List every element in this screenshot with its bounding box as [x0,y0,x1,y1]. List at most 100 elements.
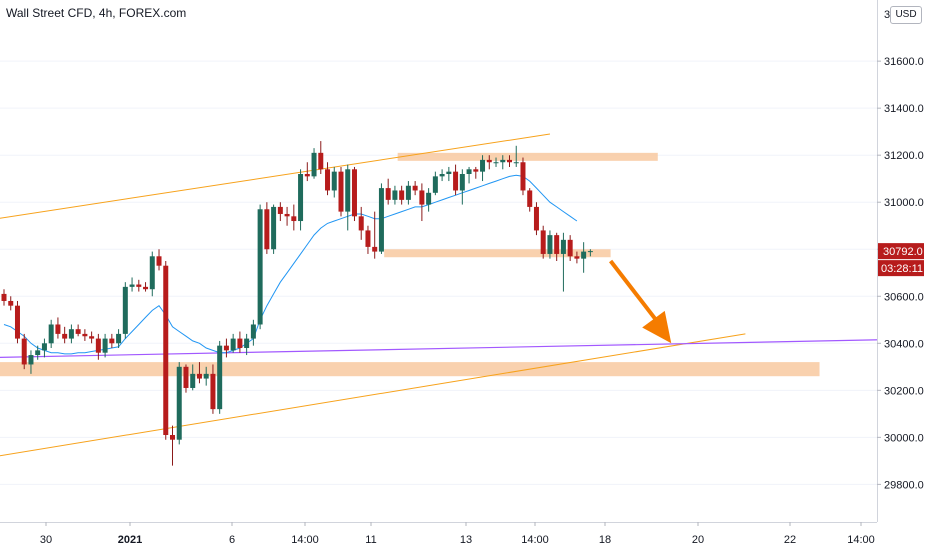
countdown-label: 03:28:11 [881,263,923,275]
plot-area[interactable] [0,0,877,522]
candle-body [82,333,88,337]
countdown-tag[interactable] [878,260,924,277]
candle-body [35,350,41,356]
x-tick-label: 18 [599,534,611,546]
candle-body [587,251,593,253]
candle-body [318,152,324,170]
candle-body [156,256,162,266]
x-tick-label: 11 [365,534,376,546]
candle-body [264,209,270,250]
y-tick-label: 30600.0 [884,291,924,303]
time-axis[interactable] [0,522,932,550]
candle-body [143,286,149,290]
support-resistance-zone [384,249,611,258]
candle-body [547,235,553,254]
candle-body [325,169,331,191]
candle-body [378,188,384,252]
candle-body [385,188,391,200]
candle-body [55,324,61,334]
y-tick-label: 30400.0 [884,338,924,350]
candle-body [14,305,20,339]
trendline-upper-channel [0,133,551,219]
candle-body [399,190,405,200]
candle-body [271,206,277,250]
candle-body [217,345,223,410]
candle-body [102,338,108,353]
x-tick-label: 6 [229,534,235,546]
x-tick-label: 20 [692,534,704,546]
candle-body [520,162,526,191]
candle-body [540,230,546,254]
y-tick-label: 31200.0 [884,150,924,162]
candle-body [331,171,337,191]
candle-body [109,338,115,344]
candle-body [122,286,128,334]
candle-body [466,169,472,174]
y-tick-label: 31600.0 [884,56,924,68]
candle-body [486,159,492,163]
support-resistance-zone [397,152,658,161]
candle-body [560,239,566,254]
y-tick-label: 29800.0 [884,479,924,491]
trendline-purple-line [0,339,881,358]
candle-body [1,293,7,301]
candle-body [230,338,236,351]
y-tick-label: 30000.0 [884,432,924,444]
x-tick-label: 30 [40,534,52,546]
candle-body [304,174,310,177]
candle-body [365,230,371,247]
candle-body [419,190,425,205]
candle-body [533,206,539,231]
candle-body [574,256,580,259]
candle-body [183,366,189,388]
candle-body [116,333,122,344]
x-tick-label: 14:00 [521,534,549,546]
candle-body [163,265,169,435]
y-tick-label-partial: 3 [884,9,890,21]
candle-body [203,373,209,379]
candle-body [507,159,512,163]
arrow-head [642,310,672,344]
candle-body [446,171,452,174]
candle-body [176,366,182,440]
candle-body [48,324,54,344]
candle-body [244,338,250,348]
candle-body [291,216,297,222]
candle-body [453,171,459,191]
candle-body [554,235,560,254]
last-price-tag[interactable] [878,243,924,260]
candle-body [392,190,398,200]
candle-body [28,355,34,365]
candle-body [493,162,499,164]
symbol-title[interactable]: Wall Street CFD, 4h, FOREX.com [6,6,187,20]
candle-body [500,159,506,163]
candle-body [513,162,519,164]
candle-body [68,329,74,339]
candle-body [95,338,101,353]
candle-body [473,169,479,172]
x-tick-label: 14:00 [847,534,875,546]
candle-body [237,338,243,348]
candle-body [75,329,81,334]
x-tick-label: 2021 [118,534,142,546]
support-resistance-zone [0,362,820,377]
candle-body [89,336,95,339]
currency-button[interactable]: USD [890,6,922,24]
candle-body [277,206,283,214]
last-price-label: 30792.0 [883,246,923,258]
arrow-shaft [609,259,665,331]
x-tick-label: 14:00 [291,534,319,546]
candle-body [8,300,14,306]
candle-body [439,174,445,177]
candle-body [567,239,573,257]
candle-body [149,256,155,290]
candle-body [41,343,47,351]
candle-body [358,216,364,231]
candle-body [345,169,351,212]
candle-body [426,192,432,205]
candle-body [432,176,438,193]
candle-body [527,190,533,207]
candle-body [21,338,27,365]
